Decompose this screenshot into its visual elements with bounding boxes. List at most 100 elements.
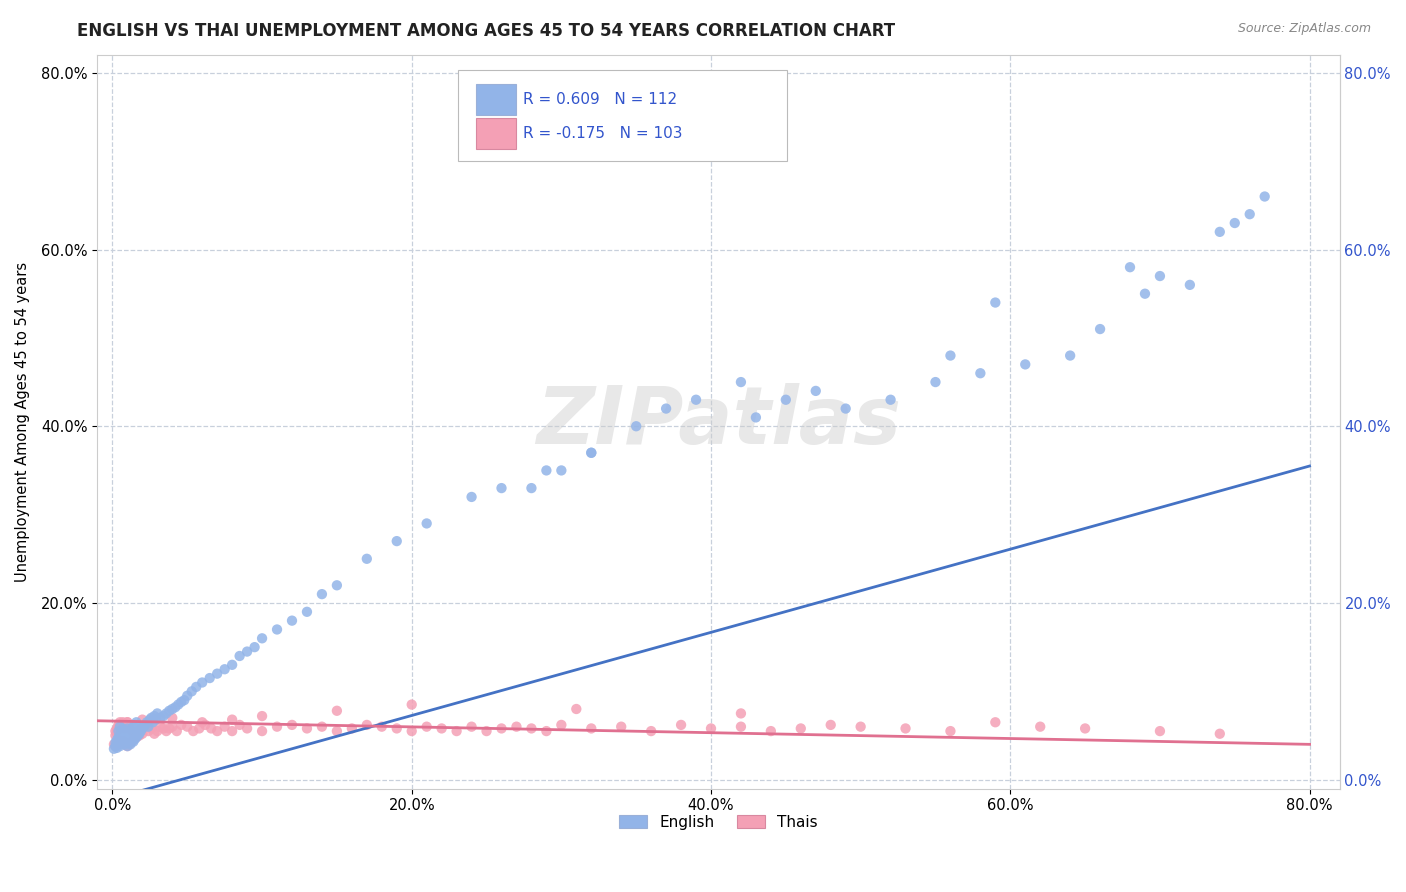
Point (122, 720, 145, 734)
Point (228, 648, 250, 663)
Point (132, 720, 155, 734)
Point (118, 726, 141, 740)
Point (266, 623, 288, 637)
Point (385, 722, 408, 736)
Point (111, 734, 134, 748)
Point (295, 605, 318, 619)
Point (475, 724, 498, 739)
Point (135, 715, 157, 730)
Point (415, 720, 437, 734)
Point (122, 734, 145, 748)
Point (700, 722, 723, 736)
Point (759, 724, 782, 739)
Point (550, 718, 572, 732)
Point (117, 739, 139, 753)
Point (311, 720, 333, 734)
Point (128, 727, 150, 741)
Point (108, 720, 131, 734)
Point (214, 662, 236, 676)
Point (108, 734, 131, 748)
Point (162, 711, 184, 725)
Point (110, 724, 132, 739)
Point (104, 724, 127, 739)
Point (804, 384, 827, 398)
Point (176, 689, 198, 703)
Point (127, 724, 149, 739)
Point (610, 720, 633, 734)
Point (969, 366, 991, 380)
Point (730, 375, 752, 389)
Point (685, 392, 707, 407)
Point (149, 720, 172, 734)
Point (1149, 724, 1171, 739)
Point (640, 724, 662, 739)
Point (221, 657, 243, 672)
Point (221, 713, 243, 727)
Point (228, 718, 250, 732)
Point (984, 295, 1007, 310)
Point (250, 709, 273, 723)
Point (460, 720, 482, 734)
Point (371, 720, 394, 734)
Point (117, 715, 139, 730)
Legend: English, Thais: English, Thais (613, 809, 824, 836)
Point (266, 720, 288, 734)
Point (550, 463, 572, 477)
Point (127, 729, 149, 743)
Point (146, 706, 169, 721)
Text: R = 0.609   N = 112: R = 0.609 N = 112 (523, 92, 678, 107)
Point (139, 713, 162, 727)
Point (460, 490, 482, 504)
Point (415, 516, 437, 531)
Point (103, 741, 125, 756)
Point (108, 739, 131, 753)
Point (243, 640, 266, 655)
Point (107, 718, 129, 732)
Point (111, 722, 134, 736)
Point (108, 734, 131, 748)
Point (491, 481, 513, 495)
Point (326, 578, 349, 592)
Point (194, 718, 217, 732)
Point (730, 720, 752, 734)
Point (110, 731, 132, 745)
Point (730, 706, 752, 721)
Point (326, 704, 349, 718)
Point (505, 720, 527, 734)
Point (121, 722, 143, 736)
Point (1119, 260, 1142, 275)
Text: Source: ZipAtlas.com: Source: ZipAtlas.com (1237, 22, 1371, 36)
Point (125, 731, 148, 745)
Point (152, 722, 174, 736)
Point (214, 720, 236, 734)
Point (165, 700, 187, 714)
Point (121, 734, 143, 748)
Point (356, 551, 378, 566)
Point (134, 720, 156, 734)
Point (115, 718, 138, 732)
Point (143, 709, 166, 723)
Point (120, 735, 142, 749)
Point (166, 724, 188, 739)
Point (145, 713, 167, 727)
Point (112, 737, 135, 751)
Point (491, 722, 513, 736)
Point (281, 614, 304, 628)
Point (1253, 189, 1275, 203)
Point (250, 632, 273, 646)
Point (110, 720, 132, 734)
Point (115, 735, 138, 749)
Point (162, 702, 184, 716)
Point (118, 720, 141, 734)
Point (401, 724, 423, 739)
Point (111, 733, 134, 747)
Point (146, 724, 169, 739)
Point (157, 722, 180, 736)
Point (170, 695, 193, 709)
Point (180, 684, 202, 698)
Point (107, 731, 129, 745)
Point (120, 724, 142, 739)
Point (117, 739, 139, 753)
Point (849, 720, 872, 734)
Point (221, 724, 243, 739)
